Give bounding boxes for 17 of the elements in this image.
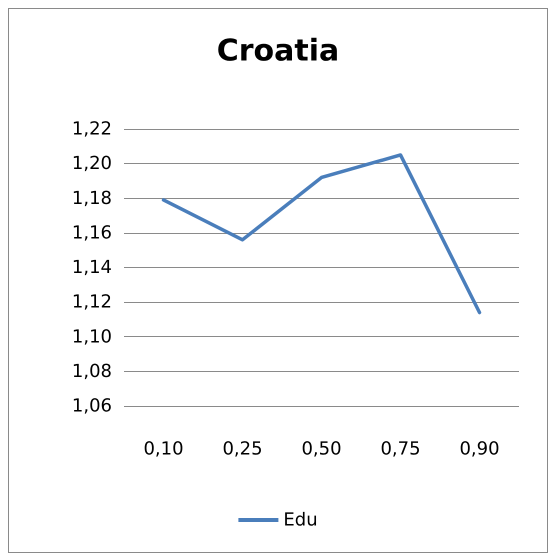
y-tick-label: 1,14 xyxy=(72,257,112,278)
y-tick-label: 1,12 xyxy=(72,292,112,313)
y-tick-label: 1,16 xyxy=(72,222,112,244)
y-tick-label: 1,20 xyxy=(72,153,112,174)
y-tick-label: 1,06 xyxy=(72,396,112,416)
y-tick-label: 1,22 xyxy=(72,118,112,140)
x-tick-label: 0,50 xyxy=(301,438,342,460)
x-tick-label: 0,10 xyxy=(143,438,184,460)
y-tick-label: 1,10 xyxy=(72,326,112,348)
y-tick-label: 1,08 xyxy=(72,360,112,382)
y-tick-label: 1,18 xyxy=(72,188,112,209)
line-series xyxy=(162,153,482,314)
x-tick-label: 0,75 xyxy=(380,438,421,460)
legend-label: Edu xyxy=(283,510,318,530)
x-tick-label: 0,25 xyxy=(222,438,263,460)
chart-title: Croatia xyxy=(216,34,340,68)
x-tick-label: 0,90 xyxy=(459,438,500,460)
